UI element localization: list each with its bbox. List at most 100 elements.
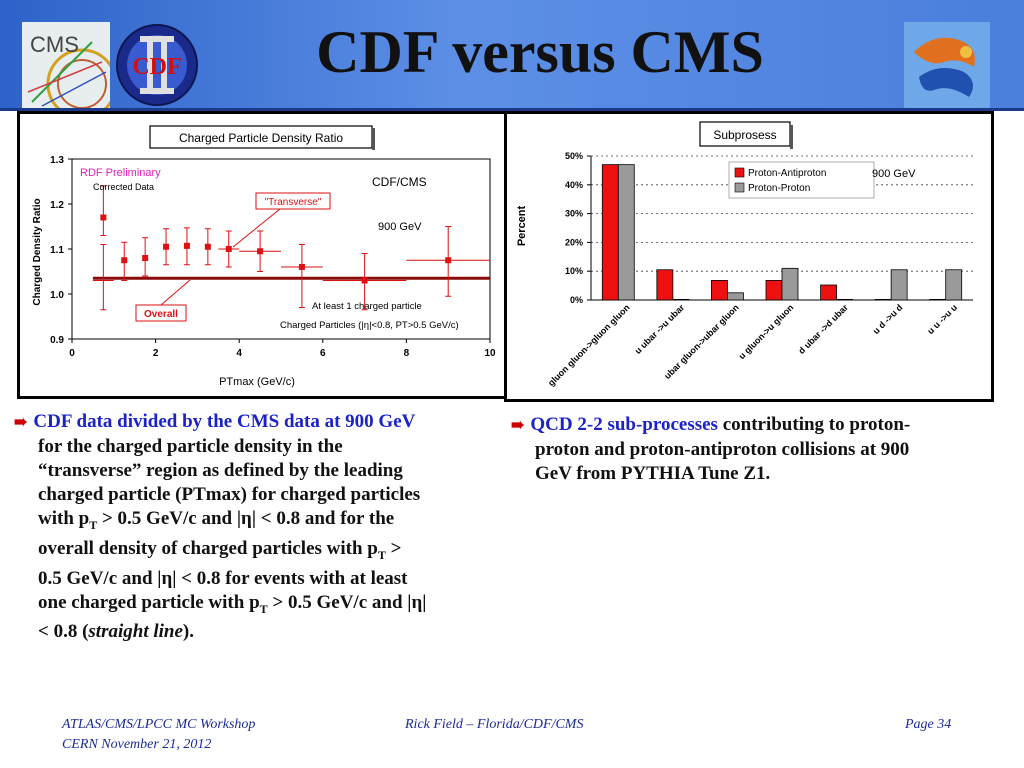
bar — [672, 299, 690, 301]
left-bullet-line: 0.5 GeV/c and |η| < 0.8 for events with … — [38, 567, 509, 591]
density-ratio-plot: Charged Particle Density Ratio 0 2 4 6 8 10 0.… — [32, 125, 496, 388]
data-point — [218, 230, 240, 268]
text-part: overall density of charged particles wit… — [38, 537, 378, 559]
y-axis-label: Charged Density Ratio — [32, 198, 43, 305]
y-tick-label: 40% — [565, 180, 583, 190]
left-bullet-line: overall density of charged particles wit… — [38, 537, 509, 567]
eta-symbol: η — [411, 591, 423, 613]
data-point — [322, 253, 407, 311]
left-bullet-line: charged particle (PTmax) for charged par… — [38, 484, 421, 505]
text-part: > 0.5 GeV/c and | — [267, 591, 412, 613]
right-bullet-lead: QCD 2-2 sub-processes — [530, 414, 718, 435]
cdf-logo-text: CDF — [132, 54, 181, 80]
category-label: u d ->u d — [871, 302, 905, 336]
x-tick-label: 2 — [153, 348, 159, 359]
text-part: | < 0.8 and for the — [251, 508, 395, 529]
chart2-energy-label: 900 GeV — [872, 168, 916, 180]
right-bullet-text: contributing to proton- — [717, 414, 911, 435]
data-marker — [257, 248, 264, 255]
chart2-title-shadow — [790, 125, 793, 149]
bar — [836, 299, 853, 301]
right-bullet: ➠ QCD 2-2 sub-processes contributing to p… — [511, 413, 1011, 486]
y-tick-label: 1.1 — [50, 245, 64, 256]
bar — [874, 299, 892, 301]
category-label: u u ->u u — [925, 302, 959, 336]
cdfcms-label: CDF/CMS — [372, 175, 427, 189]
italic-part: straight line — [88, 621, 183, 643]
data-marker — [225, 246, 232, 252]
text-part: < 0.8 ( — [38, 621, 89, 643]
bar — [929, 299, 947, 301]
chart-title-shadow — [372, 128, 375, 150]
bar — [820, 284, 837, 301]
text-part: with p — [38, 508, 90, 529]
y-tick-label: 0.9 — [50, 335, 64, 346]
energy-label: 900 GeV — [378, 221, 422, 233]
cuts-label: Charged Particles (|η|<0.8, PT>0.5 GeV/c… — [280, 320, 459, 331]
data-marker — [445, 257, 452, 264]
footer-center: Rick Field – Florida/CDF/CMS — [405, 717, 584, 732]
category-label: d ubar ->d ubar — [796, 302, 850, 356]
category-label: gluon gluon->gluon gluon — [546, 302, 632, 388]
text-part: > 0.5 GeV/c and | — [97, 508, 242, 529]
y-tick-label: 10% — [565, 266, 583, 276]
x-tick-label: 10 — [484, 348, 496, 359]
left-bullet-line: < 0.8 (straight line). — [38, 620, 509, 644]
chart2-title: Subprosess — [713, 128, 776, 142]
chart-title: Charged Particle Density Ratio — [179, 131, 343, 145]
density-ratio-chart: Charged Particle Density Ratio 0 2 4 6 8 10 0.… — [17, 111, 507, 399]
legend-swatch-antiproton — [734, 167, 745, 178]
x-tick-label: 4 — [236, 348, 242, 359]
data-marker — [361, 277, 368, 284]
footer-page-number: Page 34 — [905, 717, 952, 732]
left-bullet: ➠ CDF data divided by the CMS data at 900… — [14, 410, 509, 644]
footer-left-1: ATLAS/CMS/LPCC MC Workshop — [62, 717, 256, 732]
right-bullet-line: GeV from PYTHIA Tune Z1. — [535, 463, 771, 484]
legend-label-proton: Proton-Proton — [748, 183, 810, 194]
data-point — [406, 226, 490, 297]
data-point — [100, 185, 107, 236]
footer-left-2: CERN November 21, 2012 — [62, 737, 212, 752]
preliminary-label: RDF Preliminary — [80, 167, 161, 179]
data-point — [183, 227, 190, 266]
bar — [945, 269, 963, 301]
overall-label: Overall — [144, 309, 178, 320]
bar — [727, 292, 744, 301]
data-point — [281, 244, 323, 308]
data-point — [142, 237, 149, 277]
florida-logo — [904, 22, 990, 108]
legend-swatch-proton — [734, 182, 745, 193]
category-label: u gluon->u gluon — [737, 302, 796, 361]
text-part: 0.5 GeV/c and | — [38, 567, 162, 589]
corrected-label: Corrected Data — [93, 182, 154, 192]
bar — [617, 164, 635, 301]
eta-symbol: η — [241, 508, 252, 529]
data-marker — [100, 214, 107, 221]
eta-symbol: η — [161, 567, 173, 589]
bar — [656, 269, 674, 301]
chart2-legend — [728, 161, 875, 199]
data-marker — [183, 242, 190, 249]
data-point — [92, 244, 114, 311]
transverse-box — [255, 192, 331, 210]
text-part: > — [385, 537, 402, 559]
cms-logo: CMS — [22, 22, 118, 120]
data-marker — [142, 255, 149, 261]
bar — [601, 164, 619, 301]
data-marker — [298, 264, 305, 270]
chart2-title-box — [699, 121, 791, 147]
bullet-arrow-icon: ➠ — [511, 417, 525, 434]
y-tick-label: 20% — [565, 237, 583, 247]
transverse-pointer — [232, 208, 281, 248]
right-bullet-line: proton and proton-antiproton collisions … — [535, 439, 910, 460]
text-part: | < 0.8 for events with at least — [172, 567, 408, 589]
left-bullet-line: one charged particle with pT > 0.5 GeV/c… — [38, 591, 509, 621]
atleast-label: At least 1 charged particle — [312, 301, 422, 312]
category-label: u ubar ->u ubar — [633, 302, 687, 356]
y-tick-label: 1.3 — [50, 155, 64, 166]
x-axis-label: PTmax (GeV/c) — [219, 376, 295, 388]
cms-logo-text: CMS — [30, 32, 79, 57]
transverse-label: "Transverse" — [265, 197, 322, 208]
legend-label-antiproton: Proton-Antiproton — [748, 168, 826, 179]
overall-pointer — [160, 279, 191, 306]
